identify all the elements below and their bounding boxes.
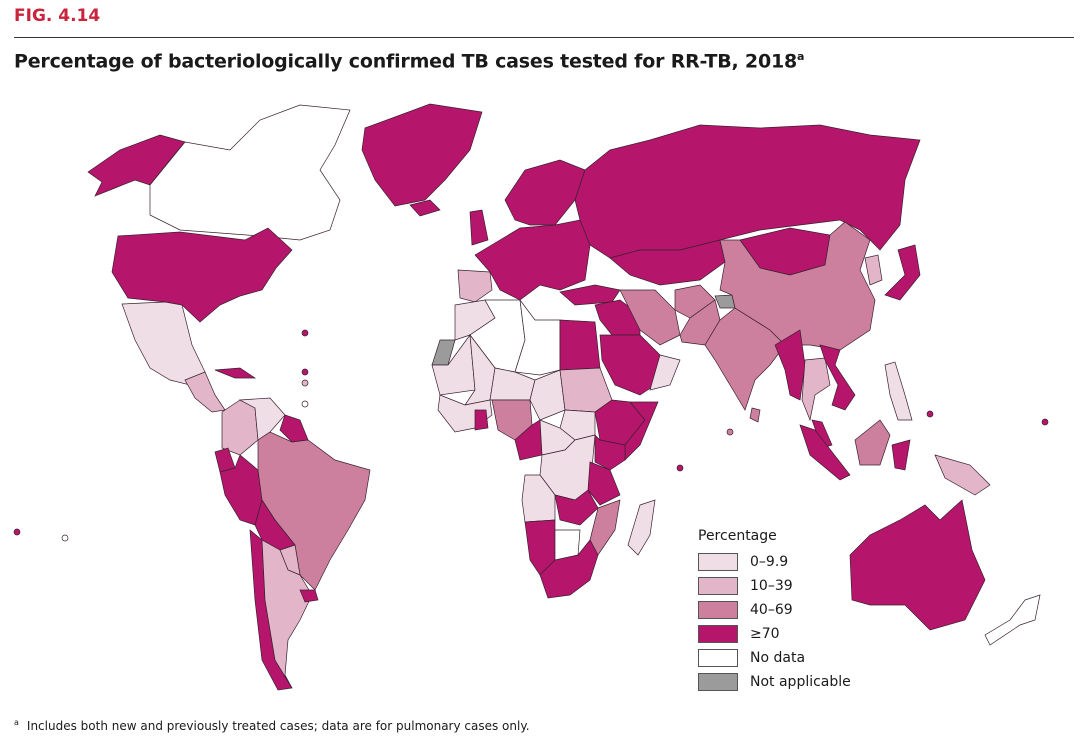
region-thailand — [801, 357, 831, 422]
legend-title: Percentage — [698, 528, 777, 544]
island-marker — [61, 534, 69, 542]
region-australia — [849, 499, 986, 631]
region-spain — [457, 269, 493, 303]
legend-item: 0–9.9 — [698, 550, 851, 574]
region-cuba — [214, 367, 257, 379]
region-uk — [469, 209, 489, 246]
region-vietnam — [819, 344, 856, 411]
region-sumatra — [799, 424, 851, 481]
legend-label: Not applicable — [750, 674, 851, 690]
region-greenland — [361, 103, 483, 207]
region-colombia — [221, 399, 259, 456]
chart-title: Percentage of bacteriologically confirme… — [14, 50, 804, 72]
region-ghana — [474, 409, 489, 431]
map-legend: Percentage 0–9.9 10–39 40–69 ≥70 No data… — [698, 528, 851, 694]
legend-label: 40–69 — [750, 602, 793, 618]
legend-swatch — [698, 673, 738, 691]
region-turkey — [559, 284, 621, 306]
island-marker — [13, 528, 21, 536]
region-egypt — [559, 319, 601, 371]
legend-item: No data — [698, 646, 851, 670]
footnote-text: Includes both new and previously treated… — [26, 719, 530, 733]
island-marker — [301, 379, 309, 387]
legend-swatch — [698, 553, 738, 571]
region-tanzania — [587, 461, 621, 506]
legend-label: 0–9.9 — [750, 554, 789, 570]
region-libya — [514, 298, 561, 376]
legend-swatch — [698, 649, 738, 667]
legend-item: 10–39 — [698, 574, 851, 598]
region-iran — [619, 289, 681, 346]
region-new-zealand — [984, 594, 1041, 646]
region-borneo — [854, 419, 891, 466]
region-argentina — [261, 539, 313, 689]
legend-label: 10–39 — [750, 578, 793, 594]
legend-item: 40–69 — [698, 598, 851, 622]
region-kashmir — [714, 294, 736, 309]
legend-item: Not applicable — [698, 670, 851, 694]
island-marker — [1041, 418, 1049, 426]
region-usa — [111, 227, 293, 323]
title-text: Percentage of bacteriologically confirme… — [14, 50, 798, 73]
region-sulawesi — [891, 439, 911, 471]
figure-label: FIG. 4.14 — [14, 6, 101, 26]
title-footnote-mark: a — [797, 50, 805, 63]
region-madagascar — [627, 499, 656, 556]
legend-item: ≥70 — [698, 622, 851, 646]
legend-swatch — [698, 577, 738, 595]
region-europe — [474, 219, 591, 301]
footnote: a Includes both new and previously treate… — [14, 718, 530, 733]
region-japan — [884, 244, 921, 301]
divider — [14, 37, 1074, 38]
footnote-mark: a — [14, 718, 19, 727]
region-south-africa — [539, 539, 599, 599]
region-kenya — [594, 434, 626, 471]
region-uruguay — [299, 589, 319, 603]
island-marker — [301, 368, 309, 376]
region-myanmar — [774, 329, 806, 401]
island-marker — [676, 464, 684, 472]
region-korea — [864, 254, 883, 286]
region-oman — [649, 354, 681, 391]
region-china — [719, 221, 876, 351]
region-india — [704, 307, 786, 411]
region-sri-lanka — [749, 407, 761, 423]
region-philippines — [884, 361, 913, 421]
region-scandinavia — [504, 159, 586, 226]
region-guyana — [279, 414, 309, 443]
legend-swatch — [698, 601, 738, 619]
region-central-america — [184, 371, 226, 413]
legend-label: No data — [750, 650, 806, 666]
island-marker — [301, 329, 309, 337]
region-papua — [934, 454, 991, 496]
island-marker — [301, 400, 309, 408]
island-marker — [726, 428, 734, 436]
legend-label: ≥70 — [750, 626, 780, 642]
region-chad — [529, 369, 566, 421]
legend-swatch — [698, 625, 738, 643]
region-canada — [149, 104, 351, 241]
region-iceland — [409, 199, 441, 217]
island-marker — [926, 410, 934, 418]
